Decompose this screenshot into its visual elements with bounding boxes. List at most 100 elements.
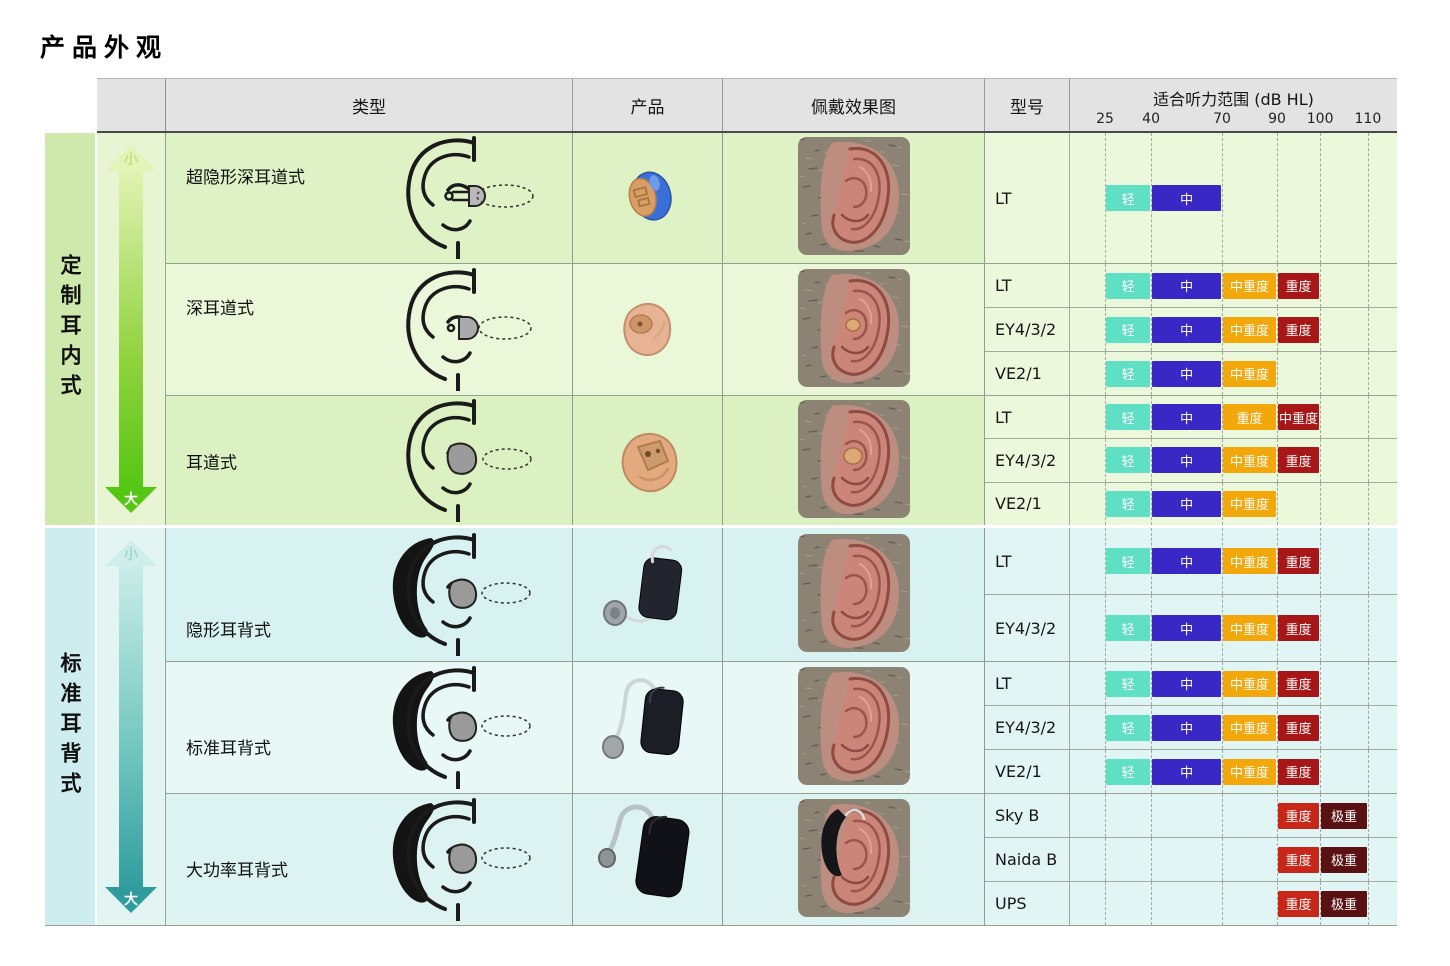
db-gridline	[1104, 439, 1106, 482]
db-gridline	[1367, 528, 1369, 594]
hearing-range-cell: 重度 极重	[1070, 838, 1397, 881]
severity-bar-blue: 中	[1152, 404, 1222, 431]
model-subrow: LT 轻中重度 中重度	[985, 396, 1397, 439]
ear-itc-device-diagram	[359, 396, 544, 526]
header-hearing-range: 适合听力范围 (dB HL) 25 40 70 90 100 110	[1070, 79, 1397, 131]
db-gridline	[1320, 794, 1322, 837]
severity-bar-teal: 轻	[1105, 548, 1151, 574]
model-name: Sky B	[985, 794, 1070, 837]
db-gridline	[1367, 662, 1369, 705]
arrow-head-down-icon	[105, 487, 157, 513]
product-cell	[573, 133, 723, 263]
hearing-range-cell: 轻中中重度 重度	[1070, 662, 1397, 705]
ear-worn-cic-photo	[797, 268, 910, 391]
severity-bar-orange: 重度	[1223, 404, 1276, 431]
db-gridline	[1151, 133, 1153, 263]
severity-bar-darkred: 中重度	[1277, 404, 1320, 431]
db-gridline	[1276, 794, 1278, 837]
db-gridline	[1320, 264, 1322, 307]
db-gridline	[1222, 706, 1224, 749]
ear-worn-itc-photo	[797, 399, 910, 522]
db-gridline	[1367, 482, 1369, 525]
severity-bar-teal: 轻	[1105, 447, 1151, 474]
db-gridline	[1367, 264, 1369, 307]
arrow-head-up-icon	[105, 145, 157, 171]
db-gridline	[1151, 838, 1153, 881]
db-tick-label: 70	[1213, 111, 1231, 127]
db-gridline	[1151, 794, 1153, 837]
severity-bar-blue: 中	[1152, 548, 1222, 574]
product-row: 超隐形深耳道式 LT 轻中	[166, 133, 1397, 263]
type-cell: 超隐形深耳道式	[166, 133, 573, 263]
model-subrow: LT 轻中中重度 重度	[985, 662, 1397, 705]
arrow-head-up-icon	[105, 540, 157, 566]
product-cell	[573, 662, 723, 793]
model-name: VE2/1	[985, 482, 1070, 525]
size-gradient-arrow: 小大	[105, 540, 157, 913]
db-tick-label: 90	[1268, 111, 1286, 127]
db-gridline	[1104, 133, 1106, 263]
product-cell	[573, 396, 723, 525]
product-row: 标准耳背式 LT 轻中中重度 重度 EY4/3/2 轻中中重度 重度 VE2/1 轻中中重度 重度	[166, 661, 1397, 793]
ear-canal-device-diagram	[359, 265, 544, 395]
severity-bar-orange: 中重度	[1223, 714, 1276, 741]
db-gridline	[1222, 528, 1224, 594]
db-gridline	[1104, 794, 1106, 837]
type-cell: 标准耳背式	[166, 662, 573, 793]
section-label: 定制耳内式	[58, 254, 82, 404]
type-cell: 大功率耳背式	[166, 794, 573, 925]
arrow-label-small: 小	[124, 152, 138, 168]
db-tick-label: 100	[1306, 111, 1334, 127]
severity-bar-maroon: 极重	[1321, 802, 1367, 829]
table-bottom-border	[45, 925, 1397, 926]
header-type: 类型	[166, 79, 573, 131]
size-gradient-arrow: 小大	[105, 145, 157, 513]
db-gridline	[1104, 396, 1106, 439]
db-gridline	[1320, 308, 1322, 351]
db-gridline	[1104, 482, 1106, 525]
severity-bar-blue: 中	[1152, 490, 1222, 517]
severity-bar-teal: 轻	[1105, 490, 1151, 517]
size-arrow-column: 小大	[97, 528, 166, 925]
severity-bar-blue: 中	[1152, 714, 1222, 741]
model-subrow: VE2/1 轻中中重度 重度	[985, 749, 1397, 793]
hearing-range-cell: 轻中中重度 重度	[1070, 750, 1397, 793]
db-gridline	[1151, 706, 1153, 749]
db-gridline	[1320, 750, 1322, 793]
db-gridline	[1151, 308, 1153, 351]
severity-bar-darkred: 重度	[1277, 670, 1320, 697]
db-gridline	[1276, 662, 1278, 705]
power-bte-hearing-aid	[588, 802, 708, 918]
photo-cell	[723, 794, 985, 925]
section-rows: 超隐形深耳道式 LT 轻中深耳道式 LT 轻中中重度 重度 EY4/3/2 轻中中重度 重度 VE…	[166, 133, 1397, 525]
bte-hearing-aid	[588, 670, 708, 786]
model-range-block: LT 轻中中重度 重度 EY4/3/2 轻中中重度 重度 VE2/1 轻中中重度 重度	[985, 662, 1397, 793]
db-gridline	[1222, 396, 1224, 439]
photo-cell	[723, 396, 985, 525]
arrow-label-small: 小	[124, 547, 138, 563]
severity-bar-blue: 中	[1152, 272, 1222, 299]
model-subrow: VE2/1 轻中中重度	[985, 351, 1397, 395]
type-label: 隐形耳背式	[186, 621, 271, 641]
db-tick-label: 40	[1142, 111, 1161, 127]
severity-bar-blue: 中	[1152, 670, 1222, 697]
ear-deep-canal-diagram	[359, 133, 544, 263]
severity-bar-blue: 中	[1152, 185, 1222, 211]
product-cell	[573, 528, 723, 661]
itc-hearing-aid	[588, 403, 708, 519]
db-gridline	[1367, 439, 1369, 482]
product-table: 类型 产品 佩戴效果图 型号 适合听力范围 (dB HL) 25 40 70 90 10…	[45, 78, 1397, 926]
model-name: EY4/3/2	[985, 706, 1070, 749]
photo-cell	[723, 662, 985, 793]
db-gridline	[1320, 482, 1322, 525]
db-gridline	[1151, 750, 1153, 793]
db-gridline	[1367, 595, 1369, 661]
db-gridline	[1104, 882, 1106, 925]
db-gridline	[1104, 264, 1106, 307]
db-gridline	[1104, 706, 1106, 749]
photo-cell	[723, 133, 985, 263]
severity-bar-teal: 轻	[1105, 670, 1151, 697]
db-gridline	[1222, 662, 1224, 705]
model-subrow: LT 轻中中重度 重度	[985, 264, 1397, 307]
section-label-cell: 定制耳内式	[45, 133, 97, 525]
